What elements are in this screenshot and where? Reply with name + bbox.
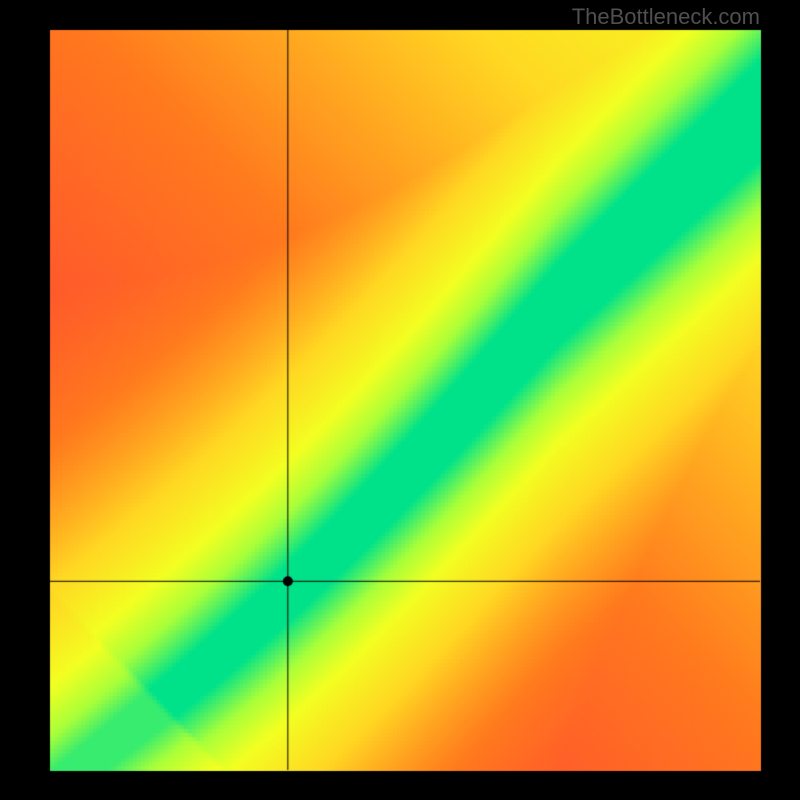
watermark-text: TheBottleneck.com <box>572 4 760 30</box>
chart-container: TheBottleneck.com <box>0 0 800 800</box>
bottleneck-heatmap <box>0 0 800 800</box>
